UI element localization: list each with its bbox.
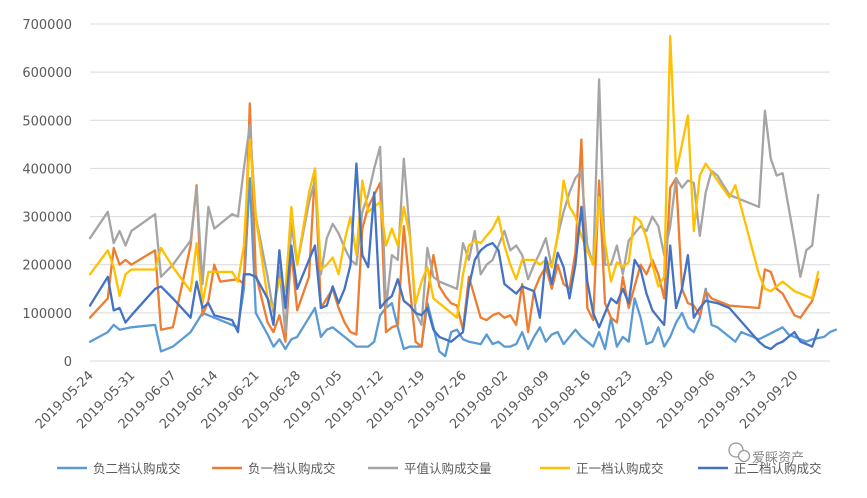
y-tick-label: 200000 [22, 259, 72, 274]
y-tick-label: 400000 [22, 162, 72, 177]
legend-label-3: 平值认购成交量 [404, 461, 492, 476]
watermark-text: 爱睬资产 [752, 451, 804, 466]
y-tick-label: 100000 [22, 307, 72, 322]
y-tick-label: 300000 [22, 211, 72, 226]
legend-label-1: 负二档认购成交 [93, 461, 181, 476]
y-tick-label: 600000 [22, 66, 72, 81]
gridlines [90, 23, 830, 362]
y-tick-label: 700000 [22, 18, 72, 33]
series-lines [88, 34, 838, 358]
y-tick-label: 0 [64, 355, 72, 370]
series-line-5 [88, 162, 820, 351]
wechat-icon [728, 442, 751, 463]
legend: 负二档认购成交 负一档认购成交 平值认购成交量 正一档认购成交 正二档认购成交 [57, 461, 822, 476]
legend-label-4: 正一档认购成交 [576, 461, 664, 476]
series-line-4 [88, 34, 820, 319]
watermark: 爱睬资产 [728, 442, 804, 466]
y-axis-ticks: 0 100000 200000 300000 400000 500000 600000 700… [22, 18, 72, 370]
series-line-1 [88, 176, 838, 358]
legend-label-5: 正二档认购成交 [734, 461, 822, 476]
legend-label-2: 负一档认购成交 [248, 461, 336, 476]
y-tick-label: 500000 [22, 114, 72, 129]
x-axis-ticks: 2019-05-242019-05-312019-06-072019-06-14… [33, 368, 802, 432]
